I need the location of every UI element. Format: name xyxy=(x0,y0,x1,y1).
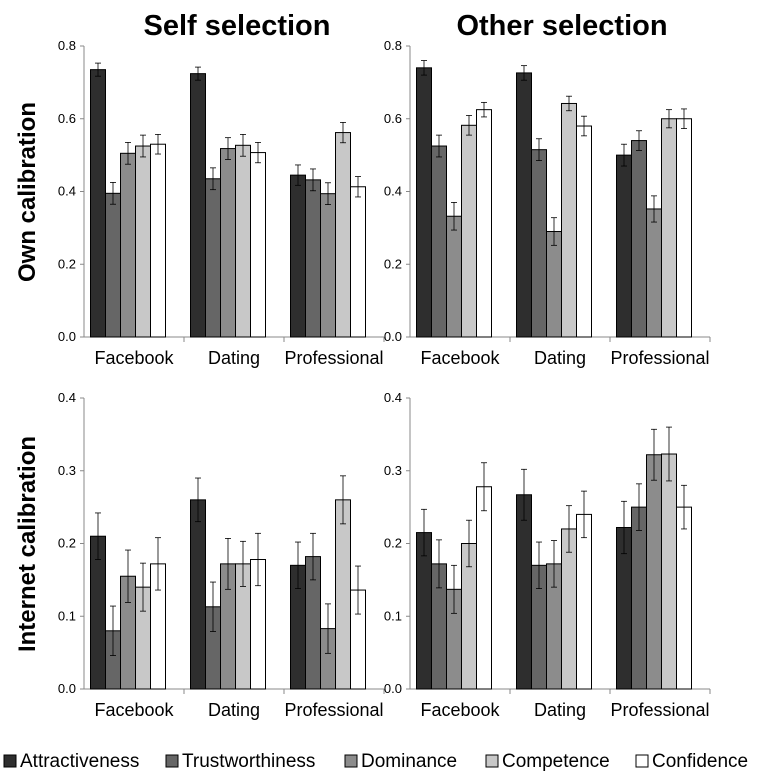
bar-competence-facebook xyxy=(462,125,477,337)
category-label: Facebook xyxy=(420,348,500,368)
bar-competence-professional xyxy=(336,500,351,689)
bar-dominance-professional xyxy=(647,455,662,689)
bar-dominance-dating xyxy=(547,232,562,337)
bar-trustworthiness-professional xyxy=(632,507,647,689)
category-label: Professional xyxy=(610,700,709,720)
bar-attractiveness-facebook xyxy=(417,68,432,337)
y-tick-label: 0.8 xyxy=(384,38,402,53)
y-tick-label: 0.1 xyxy=(58,608,76,623)
bar-confidence-dating xyxy=(577,126,592,337)
y-tick-label: 0.2 xyxy=(384,256,402,271)
bar-dominance-professional xyxy=(647,209,662,337)
bar-attractiveness-dating xyxy=(517,73,532,337)
y-tick-label: 0.2 xyxy=(58,536,76,551)
legend-swatch-attractiveness xyxy=(4,755,16,767)
row-label-internet: Internet calibration xyxy=(14,436,41,652)
y-tick-label: 0.4 xyxy=(384,184,402,199)
y-tick-label: 0.8 xyxy=(58,38,76,53)
bar-attractiveness-dating xyxy=(517,495,532,689)
legend-label-competence: Competence xyxy=(502,751,610,772)
panel-0: 0.0 0.2 0.4 0.6 0.8 Facebook Dating Professiona… xyxy=(58,38,384,368)
bar-confidence-professional xyxy=(677,119,692,337)
bar-trustworthiness-dating xyxy=(532,150,547,337)
bar-attractiveness-professional xyxy=(617,155,632,337)
legend-label-dominance: Dominance xyxy=(361,751,457,772)
bar-trustworthiness-professional xyxy=(632,141,647,337)
bar-dominance-facebook xyxy=(447,216,462,337)
bar-competence-professional xyxy=(662,119,677,337)
legend-label-confidence: Confidence xyxy=(652,751,748,772)
bar-attractiveness-facebook xyxy=(91,70,106,337)
legend-label-attractiveness: Attractiveness xyxy=(20,751,139,772)
legend-swatch-competence xyxy=(486,755,498,767)
y-tick-label: 0.2 xyxy=(58,256,76,271)
bar-trustworthiness-dating xyxy=(206,179,221,337)
y-tick-label: 0.2 xyxy=(384,536,402,551)
y-tick-label: 0.6 xyxy=(384,111,402,126)
y-tick-label: 0.4 xyxy=(384,390,402,405)
panels: 0.0 0.2 0.4 0.6 0.8 Facebook Dating Professiona… xyxy=(58,38,710,720)
bar-competence-dating xyxy=(562,103,577,337)
bar-trustworthiness-facebook xyxy=(106,193,121,337)
category-label: Dating xyxy=(208,348,260,368)
bar-competence-professional xyxy=(336,133,351,337)
bar-confidence-dating xyxy=(251,153,266,337)
legend-swatch-dominance xyxy=(345,755,357,767)
y-tick-label: 0.0 xyxy=(384,329,402,344)
bar-dominance-facebook xyxy=(121,153,136,337)
y-tick-label: 0.4 xyxy=(58,390,76,405)
row-label-own: Own calibration xyxy=(14,102,41,282)
legend-swatch-confidence xyxy=(636,755,648,767)
bar-attractiveness-professional xyxy=(291,175,306,337)
y-tick-label: 0.3 xyxy=(58,463,76,478)
category-label: Professional xyxy=(610,348,709,368)
panel-3: 0.0 0.1 0.2 0.3 0.4 Facebook Dating Professiona… xyxy=(384,390,710,720)
legend-swatch-trustworthiness xyxy=(166,755,178,767)
y-tick-label: 0.1 xyxy=(384,608,402,623)
bar-confidence-facebook xyxy=(477,110,492,337)
column-title-other: Other selection xyxy=(456,10,667,42)
column-title-self: Self selection xyxy=(144,10,331,42)
panel-1: 0.0 0.2 0.4 0.6 0.8 Facebook Dating Professiona… xyxy=(384,38,710,368)
category-label: Professional xyxy=(284,348,383,368)
y-tick-label: 0.0 xyxy=(58,329,76,344)
bar-competence-dating xyxy=(562,529,577,689)
bar-attractiveness-dating xyxy=(191,74,206,337)
y-tick-label: 0.3 xyxy=(384,463,402,478)
bar-competence-professional xyxy=(662,454,677,689)
y-tick-label: 0.6 xyxy=(58,111,76,126)
category-label: Facebook xyxy=(94,348,174,368)
bar-competence-dating xyxy=(236,145,251,337)
category-label: Dating xyxy=(208,700,260,720)
legend: Attractiveness Trustworthiness Dominance Co… xyxy=(4,751,748,772)
bar-trustworthiness-professional xyxy=(306,180,321,337)
bar-confidence-facebook xyxy=(477,487,492,689)
category-label: Facebook xyxy=(420,700,500,720)
bar-confidence-professional xyxy=(351,187,366,337)
y-tick-label: 0.4 xyxy=(58,184,76,199)
bar-confidence-facebook xyxy=(151,144,166,337)
bar-confidence-dating xyxy=(577,514,592,689)
bar-confidence-professional xyxy=(677,507,692,689)
category-label: Dating xyxy=(534,348,586,368)
category-label: Facebook xyxy=(94,700,174,720)
bar-attractiveness-dating xyxy=(191,500,206,689)
panel-2: 0.0 0.1 0.2 0.3 0.4 Facebook Dating Professiona… xyxy=(58,390,384,720)
bar-competence-facebook xyxy=(136,146,151,337)
bar-trustworthiness-facebook xyxy=(432,146,447,337)
legend-label-trustworthiness: Trustworthiness xyxy=(182,751,315,772)
y-tick-label: 0.0 xyxy=(58,681,76,696)
category-label: Dating xyxy=(534,700,586,720)
category-label: Professional xyxy=(284,700,383,720)
bar-dominance-dating xyxy=(221,149,236,337)
bar-dominance-professional xyxy=(321,194,336,337)
y-tick-label: 0.0 xyxy=(384,681,402,696)
